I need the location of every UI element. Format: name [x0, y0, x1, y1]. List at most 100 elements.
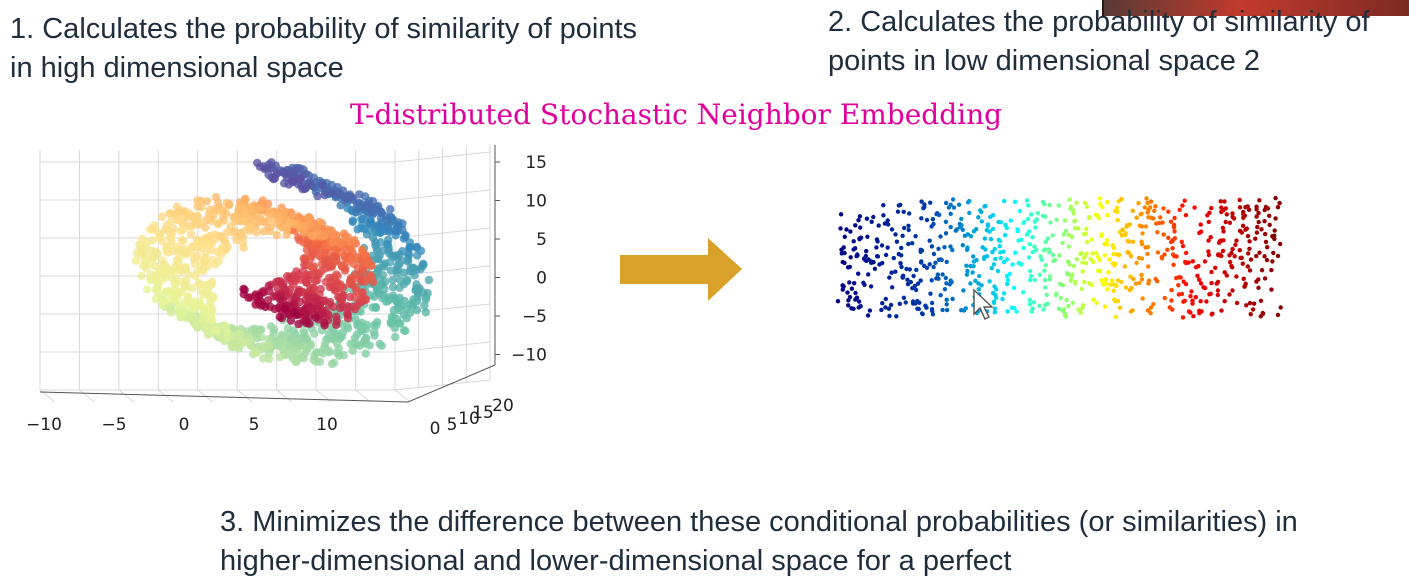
swiss-roll-point — [304, 275, 313, 284]
embedding-point — [856, 271, 861, 276]
embedding-point — [1206, 249, 1211, 254]
swiss-roll-point — [214, 257, 223, 266]
embedding-point — [983, 203, 988, 209]
embedding-point — [943, 219, 949, 224]
swiss-roll-point — [336, 303, 345, 313]
embedding-point — [1183, 259, 1188, 265]
swiss-roll-point — [174, 216, 183, 225]
embedding-point — [992, 306, 998, 311]
embedding-point — [1050, 252, 1056, 258]
embedding-point — [907, 267, 912, 272]
swiss-roll-point — [310, 329, 319, 338]
embedding-point — [960, 227, 965, 232]
y-tick-label: 5 — [447, 415, 458, 435]
embedding-point — [982, 236, 988, 241]
embedding-point — [1082, 255, 1087, 260]
embedding-point — [1089, 237, 1094, 242]
x-tick-label: −10 — [26, 415, 62, 435]
embedding-point — [1171, 262, 1176, 267]
embedding-point — [997, 244, 1002, 249]
embedding-point — [979, 209, 984, 215]
embedding-point — [1253, 236, 1258, 241]
embedding-point — [1076, 226, 1081, 231]
embedding-point — [1105, 199, 1110, 205]
embedding-point — [1070, 300, 1076, 305]
embedding-point — [1202, 259, 1208, 264]
embedding-point — [924, 217, 930, 223]
embedding-point — [1180, 315, 1186, 320]
embedding-point — [971, 254, 976, 259]
embedding-point — [1139, 224, 1145, 229]
swiss-roll-point — [275, 352, 285, 362]
embedding-point — [1062, 218, 1068, 223]
embedding-point — [918, 278, 923, 283]
embedding-point — [930, 217, 936, 222]
swiss-roll-point — [378, 260, 388, 269]
swiss-roll-point — [371, 303, 381, 313]
swiss-roll-point — [280, 208, 289, 217]
embedding-point — [1209, 280, 1214, 286]
embedding-point — [853, 223, 858, 228]
embedding-point — [1219, 209, 1224, 215]
embedding-point — [848, 255, 853, 260]
embedding-point — [868, 284, 874, 289]
swiss-roll-point — [318, 248, 327, 258]
embedding-point — [1001, 259, 1007, 265]
swiss-roll-point — [317, 232, 326, 241]
embedding-point — [907, 211, 912, 216]
embedding-point — [938, 234, 943, 239]
embedding-point — [988, 236, 994, 242]
swiss-roll-point — [361, 339, 370, 348]
embedding-point — [1151, 302, 1156, 307]
embedding-point — [851, 239, 856, 244]
swiss-roll-point — [378, 293, 387, 303]
embedding-point — [931, 264, 936, 270]
embedding-point — [876, 223, 881, 228]
embedding-point — [889, 270, 894, 275]
embedding-point — [1237, 197, 1242, 203]
embedding-point — [1003, 233, 1008, 238]
swiss-roll-point — [289, 280, 298, 289]
embedding-point — [990, 226, 996, 232]
embedding-point — [938, 293, 943, 298]
embedding-point — [882, 221, 888, 226]
embedding-point — [1091, 259, 1096, 265]
embedding-point — [944, 259, 949, 265]
embedding-point — [1269, 287, 1274, 292]
swiss-roll-point — [253, 158, 262, 168]
swiss-roll-point — [212, 327, 221, 336]
z-tick-label: −10 — [511, 346, 547, 366]
embedding-point — [1123, 232, 1128, 238]
embedding-point — [905, 277, 910, 282]
swiss-roll-point — [332, 316, 341, 326]
swiss-roll-point — [311, 313, 320, 322]
swiss-roll-point — [385, 249, 394, 258]
embedding-point — [1227, 220, 1233, 225]
embedding-point — [1026, 229, 1032, 234]
swiss-roll-point — [256, 296, 265, 306]
embedding-point — [899, 245, 904, 251]
embedding-point — [893, 269, 898, 274]
embedding-point — [1084, 226, 1089, 232]
swiss-roll-point — [223, 333, 232, 342]
embedding-point — [1197, 277, 1202, 282]
swiss-roll-point — [371, 238, 380, 247]
embedding-point — [1186, 260, 1191, 265]
embedding-point — [953, 228, 958, 233]
embedding-point — [1038, 254, 1043, 259]
embedding-point — [887, 313, 892, 319]
embedding-point — [1162, 252, 1167, 257]
embedding-point — [1081, 231, 1087, 237]
swiss-roll-point — [397, 302, 406, 311]
swiss-roll-point — [343, 324, 353, 333]
embedding-point — [1155, 230, 1160, 235]
embedding-point — [842, 234, 847, 239]
embedding-point — [881, 213, 886, 218]
embedding-point — [1182, 298, 1188, 303]
embedding-point — [1134, 260, 1139, 266]
embedding-point — [1198, 281, 1204, 286]
embedding-point — [1037, 272, 1042, 277]
embedding-point — [1161, 206, 1166, 211]
swiss-roll-point — [151, 247, 160, 256]
embedding-point — [930, 308, 935, 314]
